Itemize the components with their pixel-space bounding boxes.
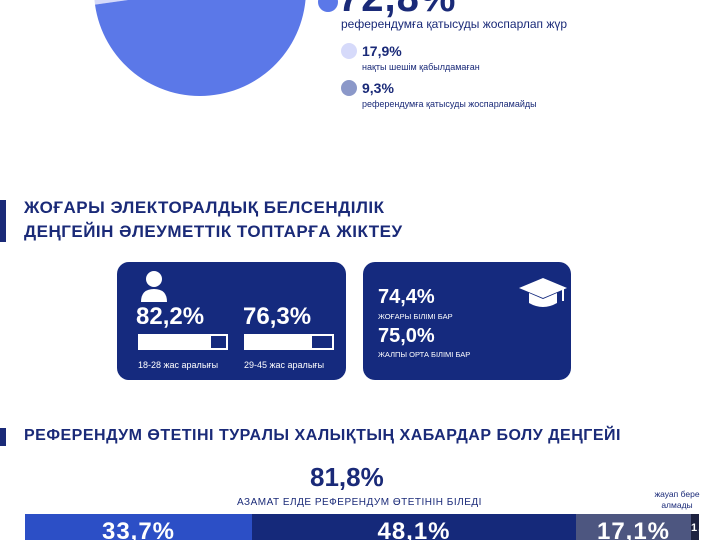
legend-value-not-plan: 9,3%	[362, 80, 394, 96]
age-bar-29-45	[244, 334, 334, 350]
legend-value-undecided: 17,9%	[362, 43, 402, 59]
stacked-segment-48-1: 48,1%	[252, 514, 576, 540]
age-label-29-45: 29-45 жас аралығы	[244, 360, 325, 370]
section3-accent-bar	[0, 428, 6, 446]
stacked-label-segment-33-7: 33,7%	[101, 518, 176, 540]
stacked-label-segment-1-1: 1,1%	[691, 522, 699, 534]
legend-label-plan: референдумға қатысуды жоспарлап жүр	[341, 17, 568, 31]
legend-dot-undecided	[341, 43, 357, 59]
age-bar-fill-18-28	[140, 336, 211, 348]
graduation-cap-icon	[519, 278, 567, 307]
edu-label-higher: ЖОҒАРЫ БІЛІМІ БАР	[378, 312, 453, 321]
age-label-18-28: 18-28 жас аралығы	[138, 360, 219, 370]
legend-label-undecided: нақты шешім қабылдамаған	[362, 62, 480, 72]
edu-value-higher: 74,4%	[378, 286, 435, 308]
edu-label-secondary: ЖАЛПЫ ОРТА БІЛІМІ БАР	[378, 350, 471, 359]
pie-chart	[94, 0, 306, 96]
age-value-29-45: 76,3%	[243, 303, 312, 330]
stacked-segment-33-7: 33,7%	[25, 514, 252, 540]
legend-dot-plan	[318, 0, 338, 12]
edu-value-secondary: 75,0%	[378, 325, 435, 347]
legend-value-plan: 72,8%	[338, 0, 456, 18]
age-bar-18-28	[138, 334, 228, 350]
pie-svg	[94, 0, 306, 96]
age-value-18-28: 82,2%	[136, 303, 205, 330]
section-accent-bar	[0, 200, 6, 242]
stacked-label-segment-48-1: 48,1%	[377, 518, 451, 540]
legend-dot-not-plan	[341, 80, 357, 96]
section-title-line2: ДЕҢГЕЙІН ӘЛЕУМЕТТІК ТОПТАРҒА ЖІКТЕУ	[24, 222, 403, 241]
stacked-label-segment-17-1: 17,1%	[596, 518, 671, 540]
stacked-segment-1-1: 1,1%	[691, 514, 699, 540]
awareness-headline-value: 81,8%	[310, 462, 384, 492]
person-icon	[141, 271, 167, 302]
no-answer-label: жауап бере алмады	[654, 489, 700, 510]
pie-slice-plan	[95, 0, 306, 96]
section3-title: РЕФЕРЕНДУМ ӨТЕТІНІ ТУРАЛЫ ХАЛЫҚТЫҢ ХАБАР…	[24, 427, 621, 444]
section-title-line1: ЖОҒАРЫ ЭЛЕКТОРАЛДЫҚ БЕЛСЕНДІЛІК	[24, 198, 385, 217]
legend-label-not-plan: референдумға қатысуды жоспарламайды	[362, 99, 537, 109]
pie-slice-undecided	[94, 0, 129, 5]
awareness-headline-label: АЗАМАТ ЕЛДЕ РЕФЕРЕНДУМ ӨТЕТІНІН БІЛЕДІ	[237, 497, 482, 508]
age-bar-fill-29-45	[246, 336, 312, 348]
stacked-segment-17-1: 17,1%	[576, 514, 691, 540]
